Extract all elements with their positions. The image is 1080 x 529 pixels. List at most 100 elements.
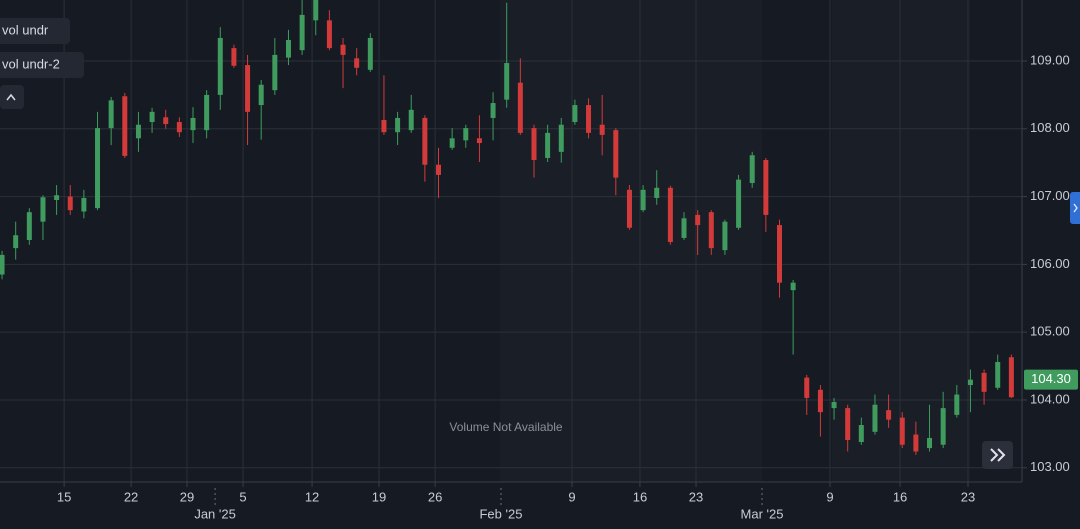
candle-body	[599, 124, 605, 135]
candle-body	[163, 117, 169, 125]
month-tick-label: Jan '25	[194, 506, 236, 521]
x-tick-label: 23	[961, 489, 975, 504]
x-tick-label: 9	[826, 489, 833, 504]
y-tick-label: 109.00	[1030, 52, 1070, 67]
last-price-label: 104.30	[1031, 371, 1071, 386]
candle-body	[190, 117, 196, 131]
candle-body	[804, 377, 810, 398]
candle-body	[40, 197, 46, 222]
x-tick-label: 23	[689, 489, 703, 504]
grid	[0, 0, 1022, 482]
candle-body	[463, 128, 469, 141]
candle-body	[204, 94, 210, 131]
candle-body	[176, 122, 182, 133]
candle-body	[886, 410, 892, 420]
candle-body	[763, 159, 769, 215]
y-tick-label: 108.00	[1030, 120, 1070, 135]
candle-body	[422, 117, 428, 165]
last-price-marker	[1024, 369, 1078, 390]
candle-body	[967, 379, 973, 386]
tab-bg	[1070, 192, 1080, 224]
candle-body	[326, 20, 332, 49]
candle-body	[13, 235, 19, 249]
candle-body	[95, 128, 101, 209]
candle-body	[654, 187, 660, 198]
candle-body	[490, 103, 496, 118]
candle-body	[285, 39, 291, 58]
y-tick-label: 106.00	[1030, 256, 1070, 271]
candle-body	[722, 221, 728, 251]
candle-body	[54, 195, 60, 200]
candle-body	[26, 212, 32, 240]
month-tick-label: Mar '25	[741, 506, 784, 521]
x-tick-label: 5	[239, 489, 246, 504]
candle-body	[381, 119, 387, 133]
candle-body	[149, 111, 155, 123]
x-tick-label: 26	[428, 489, 442, 504]
y-tick-label: 103.00	[1030, 459, 1070, 474]
collapse-button[interactable]	[0, 85, 24, 109]
side-tab[interactable]	[1070, 192, 1080, 224]
legend-label: vol undr	[2, 22, 49, 37]
candle-body	[776, 225, 782, 283]
candle-body	[558, 124, 564, 152]
y-tick-label: 107.00	[1030, 188, 1070, 203]
candle-body	[313, 0, 319, 21]
y-tick-label: 104.00	[1030, 391, 1070, 406]
legend-item[interactable]: vol undr-2	[0, 52, 84, 78]
candle-body	[436, 164, 442, 175]
candle-body	[954, 394, 960, 415]
candle-body	[858, 425, 864, 443]
candle-body	[245, 65, 251, 112]
candle-body	[1008, 357, 1014, 398]
candle-body	[545, 132, 551, 158]
candle-body	[504, 63, 510, 100]
chevron-icon	[6, 93, 16, 101]
x-tick-label: 16	[633, 489, 647, 504]
x-tick-label: 15	[57, 489, 71, 504]
candle-body	[449, 138, 455, 148]
candle-body	[626, 189, 632, 228]
x-tick-label: 19	[372, 489, 386, 504]
candle-body	[476, 138, 482, 144]
candle-body	[736, 179, 742, 228]
month-band	[500, 0, 762, 482]
candle-body	[354, 58, 360, 68]
candle-body	[927, 437, 933, 449]
x-tick-label: 12	[305, 489, 319, 504]
candle-body	[67, 196, 73, 211]
candle-body	[708, 212, 714, 249]
candle-body	[408, 109, 414, 131]
candle-body	[640, 189, 646, 211]
legend-item[interactable]: vol undr	[0, 18, 70, 44]
candle-body	[995, 362, 1001, 388]
month-tick-label: Feb '25	[479, 506, 522, 521]
scroll-right-button[interactable]	[982, 441, 1013, 469]
candle-body	[872, 404, 878, 432]
legend-bg	[0, 52, 84, 78]
legend-label: vol undr-2	[2, 56, 60, 71]
candle-body	[586, 105, 592, 133]
candle-body	[81, 197, 87, 212]
candle-body	[790, 282, 796, 291]
tab-icon	[1073, 203, 1078, 213]
candle-body	[340, 44, 346, 55]
candle-body	[531, 128, 537, 160]
candle-body	[981, 372, 987, 392]
double-chevron-icon	[990, 448, 1006, 462]
candle-body	[695, 214, 701, 226]
candle-body	[572, 105, 578, 123]
candle-body	[817, 389, 823, 413]
legend-bg	[0, 18, 70, 44]
candle-body	[0, 254, 5, 275]
candle-body	[231, 48, 237, 66]
candle-body	[681, 218, 687, 238]
candle-body	[108, 100, 114, 129]
candle-body	[667, 187, 673, 243]
x-tick-label: 29	[180, 489, 194, 504]
candle-body	[272, 54, 278, 91]
candle-body	[367, 37, 373, 70]
candle-body	[135, 124, 141, 139]
x-tick-label: 9	[568, 489, 575, 504]
